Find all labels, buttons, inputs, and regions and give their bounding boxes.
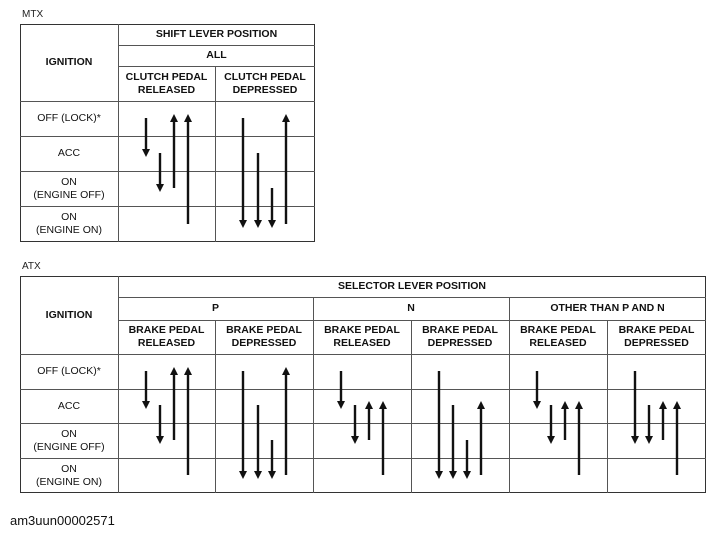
mtx-lever-header: SHIFT LEVER POSITION	[155, 28, 278, 40]
atx-subheader-other-released: BRAKE PEDAL RELEASED	[520, 324, 596, 349]
atx-group-n: N	[407, 302, 415, 314]
mtx-row-off-lock: OFF (LOCK)*	[37, 112, 101, 124]
atx-row-on-engine-on: ON (ENGINE ON)	[36, 462, 102, 488]
mtx-ignition-header: IGNITION	[45, 56, 93, 68]
mtx-table	[20, 24, 315, 242]
mtx-subheader-clutch-released: CLUTCH PEDAL RELEASED	[125, 70, 208, 96]
mtx-row-acc: ACC	[57, 147, 81, 159]
atx-subheader-other-depressed: BRAKE PEDAL DEPRESSED	[618, 324, 695, 349]
atx-row-on-engine-off: ON (ENGINE OFF)	[33, 427, 105, 453]
atx-subheader-n-released: BRAKE PEDAL RELEASED	[324, 324, 400, 349]
atx-subheader-p-depressed: BRAKE PEDAL DEPRESSED	[226, 324, 302, 349]
atx-label: ATX	[22, 261, 41, 272]
mtx-row-on-engine-on: ON (ENGINE ON)	[36, 211, 102, 236]
mtx-subheader-clutch-depressed: CLUTCH PEDAL DEPRESSED	[224, 70, 306, 96]
atx-row-off-lock: OFF (LOCK)*	[37, 365, 101, 377]
figure-code: am3uun00002571	[10, 513, 115, 528]
mtx-group-all: ALL	[206, 49, 227, 61]
atx-group-other: OTHER THAN P AND N	[550, 302, 665, 314]
atx-group-p: P	[211, 302, 219, 314]
atx-table	[20, 276, 706, 493]
mtx-row-on-engine-off: ON (ENGINE OFF)	[33, 175, 105, 201]
atx-ignition-header: IGNITION	[45, 308, 93, 321]
atx-subheader-n-depressed: BRAKE PEDAL DEPRESSED	[422, 324, 498, 349]
atx-row-acc: ACC	[57, 399, 81, 412]
atx-subheader-p-released: BRAKE PEDAL RELEASED	[128, 324, 205, 349]
mtx-label: MTX	[22, 9, 44, 20]
atx-lever-header: SELECTOR LEVER POSITION	[338, 280, 486, 292]
